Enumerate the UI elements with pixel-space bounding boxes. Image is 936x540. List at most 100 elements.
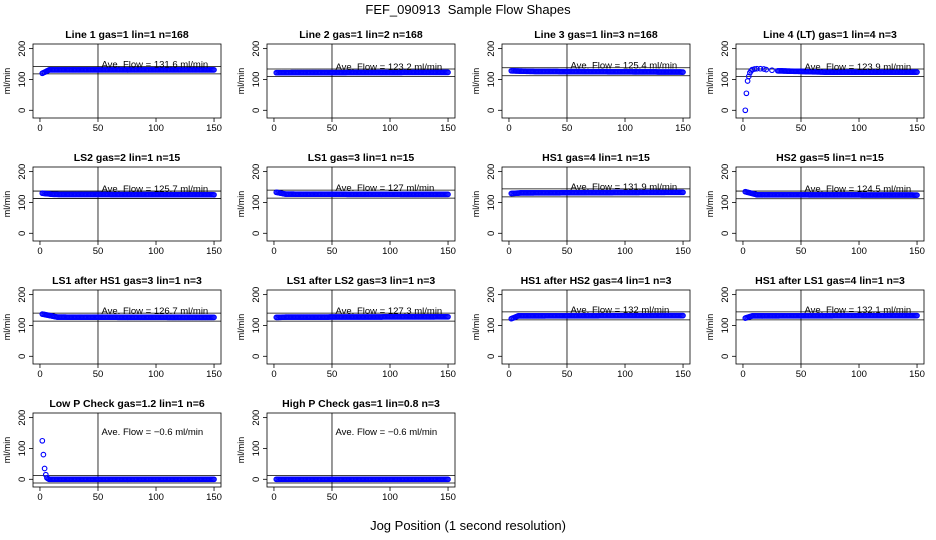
plot-frame <box>266 166 456 242</box>
x-tick-label: 100 <box>382 492 398 503</box>
y-tick-label: 200 <box>251 164 262 180</box>
x-tick-label: 100 <box>617 369 633 380</box>
x-tick-label: 100 <box>851 123 867 134</box>
x-tick-label: 100 <box>851 369 867 380</box>
ave-flow-annotation: Ave. Flow = 124.5 ml/min <box>804 184 911 195</box>
y-tick-label: 0 <box>251 108 262 113</box>
x-tick-label: 50 <box>327 246 338 257</box>
x-tick-label: 150 <box>909 123 925 134</box>
panel-title: Line 4 (LT) gas=1 lin=4 n=3 <box>763 29 897 41</box>
panel-12: HS1 after LS1 gas=4 lin=1 n=3 0 50 100 150 0 1… <box>705 275 925 380</box>
x-tick-label: 50 <box>327 492 338 503</box>
data-point <box>680 312 686 319</box>
data-point <box>445 476 451 483</box>
y-tick-label: 0 <box>17 108 28 113</box>
y-axis-label: ml/min <box>705 68 715 95</box>
x-tick-label: 100 <box>851 246 867 257</box>
x-tick-label: 150 <box>675 123 691 134</box>
data-point <box>914 69 920 75</box>
data-point <box>763 66 770 73</box>
plot-frame <box>266 43 456 119</box>
data-point <box>211 476 217 483</box>
x-tick-label: 50 <box>562 369 573 380</box>
x-tick-label: 150 <box>909 369 925 380</box>
x-tick-label: 50 <box>327 369 338 380</box>
y-tick-label: 0 <box>17 231 28 236</box>
panel-9: LS1 after HS1 gas=3 lin=1 n=3 0 50 100 150 0 1… <box>2 275 222 380</box>
ave-flow-annotation: Ave. Flow = 125.7 ml/min <box>101 184 208 195</box>
y-tick-label: 100 <box>251 72 262 88</box>
x-tick-label: 100 <box>617 123 633 134</box>
panel-title: HS1 after LS1 gas=4 lin=1 n=3 <box>755 275 905 287</box>
x-tick-label: 50 <box>93 369 104 380</box>
y-tick-label: 100 <box>720 318 731 334</box>
ave-flow-annotation: Ave. Flow = 123.9 ml/min <box>804 62 911 73</box>
x-tick-label: 0 <box>740 246 745 257</box>
ave-flow-annotation: Ave. Flow = 131.6 ml/min <box>101 60 208 71</box>
y-axis-label: ml/min <box>471 314 481 341</box>
data-point <box>680 69 686 75</box>
x-tick-label: 150 <box>440 492 456 503</box>
y-tick-label: 100 <box>251 195 262 211</box>
plot-frame <box>32 43 222 119</box>
data-point <box>39 437 46 444</box>
x-tick-label: 150 <box>206 246 222 257</box>
y-tick-label: 100 <box>17 195 28 211</box>
y-axis-label: ml/min <box>236 68 246 95</box>
plot-frame <box>501 43 691 119</box>
ave-flow-annotation: Ave. Flow = 126.7 ml/min <box>101 306 208 317</box>
y-tick-label: 0 <box>251 477 262 482</box>
y-tick-label: 0 <box>486 354 497 359</box>
ave-flow-annotation: Ave. Flow = −0.6 ml/min <box>101 427 203 438</box>
x-tick-label: 150 <box>440 246 456 257</box>
panel-10: LS1 after LS2 gas=3 lin=1 n=3 0 50 100 150 0 1… <box>236 275 456 380</box>
panel-title: High P Check gas=1 lin=0.8 n=3 <box>282 398 440 410</box>
data-point <box>445 191 451 198</box>
y-tick-label: 200 <box>251 41 262 57</box>
x-tick-label: 50 <box>562 123 573 134</box>
ave-flow-annotation: Ave. Flow = 132 ml/min <box>570 305 669 316</box>
y-tick-label: 100 <box>251 318 262 334</box>
x-tick-label: 100 <box>148 246 164 257</box>
y-axis-label: ml/min <box>236 314 246 341</box>
panel-title: Low P Check gas=1.2 lin=1 n=6 <box>49 398 204 410</box>
x-tick-label: 50 <box>562 246 573 257</box>
data-point <box>680 189 686 196</box>
plot-frame <box>735 166 925 242</box>
x-tick-label: 0 <box>271 492 276 503</box>
y-tick-label: 100 <box>486 195 497 211</box>
y-axis-label: ml/min <box>2 68 12 95</box>
x-tick-label: 50 <box>327 123 338 134</box>
x-tick-label: 150 <box>206 492 222 503</box>
panel-5: LS2 gas=2 lin=1 n=15 0 50 100 150 0 100 200 ml/m… <box>2 152 222 257</box>
x-tick-label: 150 <box>675 369 691 380</box>
panel-3: Line 3 gas=1 lin=3 n=168 0 50 100 150 0 100 200… <box>471 29 691 134</box>
y-tick-label: 200 <box>486 164 497 180</box>
panel-8: HS2 gas=5 lin=1 n=15 0 50 100 150 0 100 200 ml/m… <box>705 152 925 257</box>
x-tick-label: 0 <box>740 123 745 134</box>
y-tick-label: 100 <box>17 441 28 457</box>
plot-frame <box>501 289 691 365</box>
y-axis-label: ml/min <box>236 437 246 464</box>
panel-title: LS1 after HS1 gas=3 lin=1 n=3 <box>52 275 202 287</box>
x-tick-label: 50 <box>796 123 807 134</box>
y-tick-label: 200 <box>720 287 731 303</box>
y-tick-label: 0 <box>486 108 497 113</box>
data-point <box>211 67 217 73</box>
y-tick-label: 0 <box>720 108 731 113</box>
x-axis-label: Jog Position (1 second resolution) <box>370 518 566 533</box>
x-tick-label: 0 <box>37 123 42 134</box>
x-tick-label: 0 <box>37 492 42 503</box>
y-tick-label: 200 <box>486 41 497 57</box>
y-tick-label: 200 <box>17 164 28 180</box>
x-tick-label: 50 <box>796 369 807 380</box>
x-tick-label: 0 <box>271 369 276 380</box>
y-tick-label: 200 <box>17 410 28 426</box>
x-tick-label: 0 <box>506 369 511 380</box>
x-tick-label: 100 <box>148 492 164 503</box>
y-tick-label: 100 <box>486 72 497 88</box>
y-tick-label: 100 <box>251 441 262 457</box>
y-axis-label: ml/min <box>236 191 246 218</box>
x-tick-label: 150 <box>675 246 691 257</box>
plot-frame <box>32 289 222 365</box>
